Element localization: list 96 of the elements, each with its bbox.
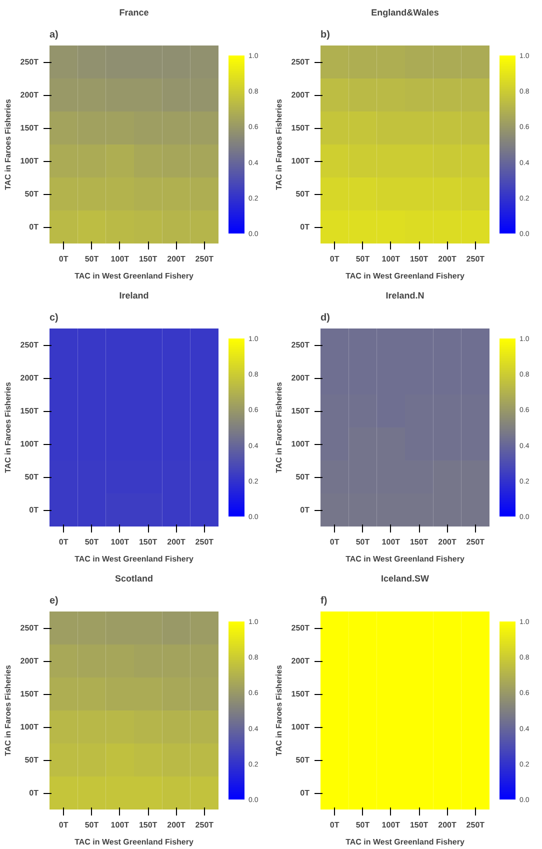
x-tick-label: 50T	[84, 254, 99, 264]
y-tick-label: 100T	[20, 440, 39, 448]
x-tick-label: 150T	[410, 538, 428, 546]
y-tick-label: 150T	[20, 124, 39, 132]
x-tick-label: 200T	[438, 820, 456, 830]
x-axis-title: TAC in West Greenland Fishery	[346, 838, 465, 846]
x-axis-title: TAC in West Greenland Fishery	[74, 272, 194, 280]
x-tick-label: 0T	[330, 254, 340, 264]
x-tick-label: 250T	[195, 538, 214, 546]
x-tick-label: 250T	[466, 538, 485, 546]
y-tick-label: 0T	[29, 222, 39, 232]
y-tick-label: 100T	[291, 440, 310, 448]
y-tick-label: 100T	[291, 722, 310, 732]
y-tick-label: 200T	[20, 656, 39, 666]
y-tick-label: 150T	[291, 124, 310, 132]
y-tick-label: 100T	[20, 722, 39, 732]
text: f)	[320, 596, 328, 606]
x-tick-label: 250T	[195, 254, 214, 264]
x-axis-title: TAC in West Greenland Fishery	[346, 554, 465, 564]
x-tick-label: 50T	[84, 820, 99, 830]
y-tick-label: 200T	[291, 656, 310, 666]
x-tick-label: 100T	[382, 538, 400, 546]
x-tick-label: 0T	[58, 538, 68, 546]
x-axis-title: TAC in West Greenland Fishery	[74, 554, 194, 564]
x-tick-label: 150T	[410, 820, 428, 830]
x-tick-label: 100T	[110, 538, 130, 546]
x-tick-label: 200T	[167, 538, 186, 546]
x-tick-label: 0T	[330, 538, 340, 546]
y-axis-title: TAC in Faroes Fisheries	[3, 98, 12, 190]
y-tick-label: 150T	[20, 406, 39, 416]
x-tick-label: 150T	[138, 254, 158, 264]
chart-title: England&Wales	[371, 8, 439, 18]
text: d)	[320, 312, 330, 324]
x-tick-label: 150T	[138, 820, 158, 830]
y-tick-label: 200T	[291, 374, 310, 382]
chart-title: France	[119, 8, 149, 18]
y-axis-title: TAC in Faroes Fisheries	[3, 664, 12, 756]
x-tick-label: 200T	[438, 254, 456, 264]
y-tick-label: 100T	[20, 156, 39, 166]
x-tick-label: 250T	[466, 254, 485, 264]
x-tick-label: 200T	[167, 820, 186, 830]
y-tick-label: 50T	[296, 190, 310, 198]
text: c)	[50, 312, 58, 324]
text: b)	[320, 30, 330, 40]
x-tick-label: 250T	[466, 820, 485, 830]
y-tick-label: 50T	[24, 472, 39, 482]
x-tick-label: 250T	[195, 820, 214, 830]
x-tick-label: 0T	[58, 820, 68, 830]
y-tick-label: 250T	[291, 340, 310, 350]
y-tick-label: 0T	[29, 788, 39, 798]
y-tick-label: 250T	[20, 624, 39, 632]
chart-title: Iceland.SW	[380, 574, 430, 584]
y-tick-label: 250T	[20, 340, 39, 350]
x-tick-label: 200T	[167, 254, 186, 264]
y-tick-label: 250T	[20, 58, 39, 66]
x-tick-label: 100T	[382, 820, 400, 830]
x-tick-label: 100T	[110, 820, 130, 830]
y-axis-title: TAC in Faroes Fisheries	[274, 381, 284, 473]
y-tick-label: 100T	[291, 156, 310, 166]
x-tick-label: 150T	[138, 538, 158, 546]
text: e)	[50, 596, 58, 606]
x-axis-title: TAC in West Greenland Fishery	[346, 272, 465, 280]
x-tick-label: 0T	[58, 254, 68, 264]
y-tick-label: 50T	[24, 756, 39, 764]
y-tick-label: 150T	[291, 690, 310, 698]
chart-title: Ireland	[119, 290, 149, 300]
x-tick-label: 150T	[410, 254, 428, 264]
y-tick-label: 250T	[291, 58, 310, 66]
y-tick-label: 50T	[296, 756, 310, 764]
text: a)	[50, 30, 58, 40]
y-tick-label: 0T	[29, 506, 39, 514]
y-tick-label: 150T	[291, 406, 310, 416]
y-tick-label: 0T	[300, 222, 310, 232]
x-axis-title: TAC in West Greenland Fishery	[74, 838, 194, 846]
y-tick-label: 200T	[291, 90, 310, 100]
chart-title: Scotland	[115, 574, 154, 584]
y-tick-label: 50T	[296, 472, 310, 482]
x-tick-label: 50T	[356, 254, 370, 264]
x-tick-label: 50T	[356, 538, 370, 546]
x-tick-label: 50T	[356, 820, 370, 830]
chart-title: Ireland.N	[386, 290, 424, 300]
x-tick-label: 100T	[110, 254, 130, 264]
y-tick-label: 0T	[300, 788, 310, 798]
y-axis-title: TAC in Faroes Fisheries	[3, 381, 12, 473]
x-tick-label: 200T	[438, 538, 456, 546]
y-axis-title: TAC in Faroes Fisheries	[274, 98, 284, 190]
y-tick-label: 200T	[20, 90, 39, 100]
y-tick-label: 200T	[20, 374, 39, 382]
x-tick-label: 0T	[330, 820, 340, 830]
x-tick-label: 50T	[84, 538, 99, 546]
x-tick-label: 100T	[382, 254, 400, 264]
y-tick-label: 250T	[291, 624, 310, 632]
y-axis-title: TAC in Faroes Fisheries	[274, 664, 284, 756]
y-tick-label: 0T	[300, 506, 310, 514]
y-tick-label: 50T	[24, 190, 39, 198]
y-tick-label: 150T	[20, 690, 39, 698]
